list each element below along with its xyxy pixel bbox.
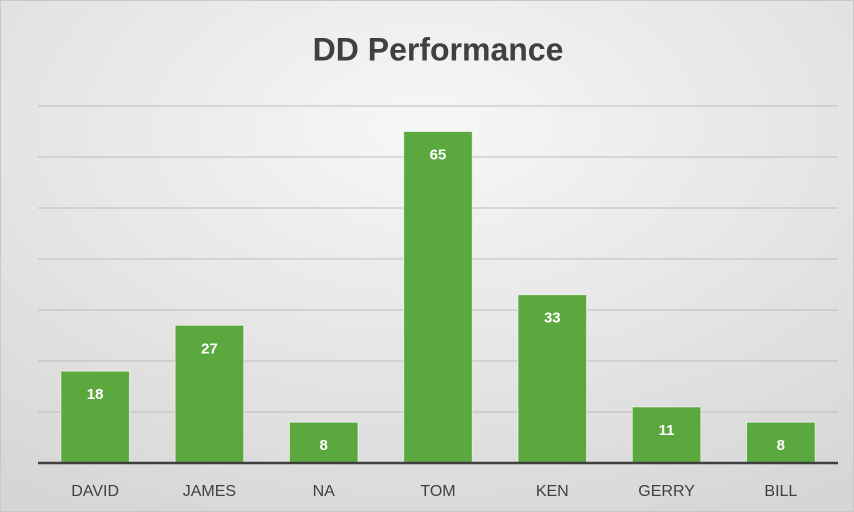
data-label: 8	[320, 437, 328, 454]
x-tick-label: TOM	[420, 483, 455, 500]
data-label: 8	[777, 437, 785, 454]
data-label: 18	[87, 386, 104, 403]
x-tick-label: BILL	[764, 483, 797, 500]
bar	[288, 421, 359, 464]
x-tick-label: DAVID	[71, 483, 119, 500]
x-tick-label: NA	[313, 483, 336, 500]
chart-title: DD Performance	[313, 31, 564, 67]
data-label: 65	[430, 146, 447, 163]
bar	[517, 294, 588, 464]
data-label: 27	[201, 340, 218, 357]
data-label: 11	[659, 422, 675, 439]
bar	[403, 131, 473, 464]
x-tick-label: KEN	[536, 483, 569, 500]
x-tick-label: GERRY	[638, 483, 695, 500]
bar	[174, 324, 245, 464]
data-label: 33	[544, 310, 561, 327]
bar	[60, 370, 130, 464]
bar	[631, 406, 702, 464]
bar	[746, 421, 816, 464]
x-tick-label: JAMES	[183, 483, 236, 500]
